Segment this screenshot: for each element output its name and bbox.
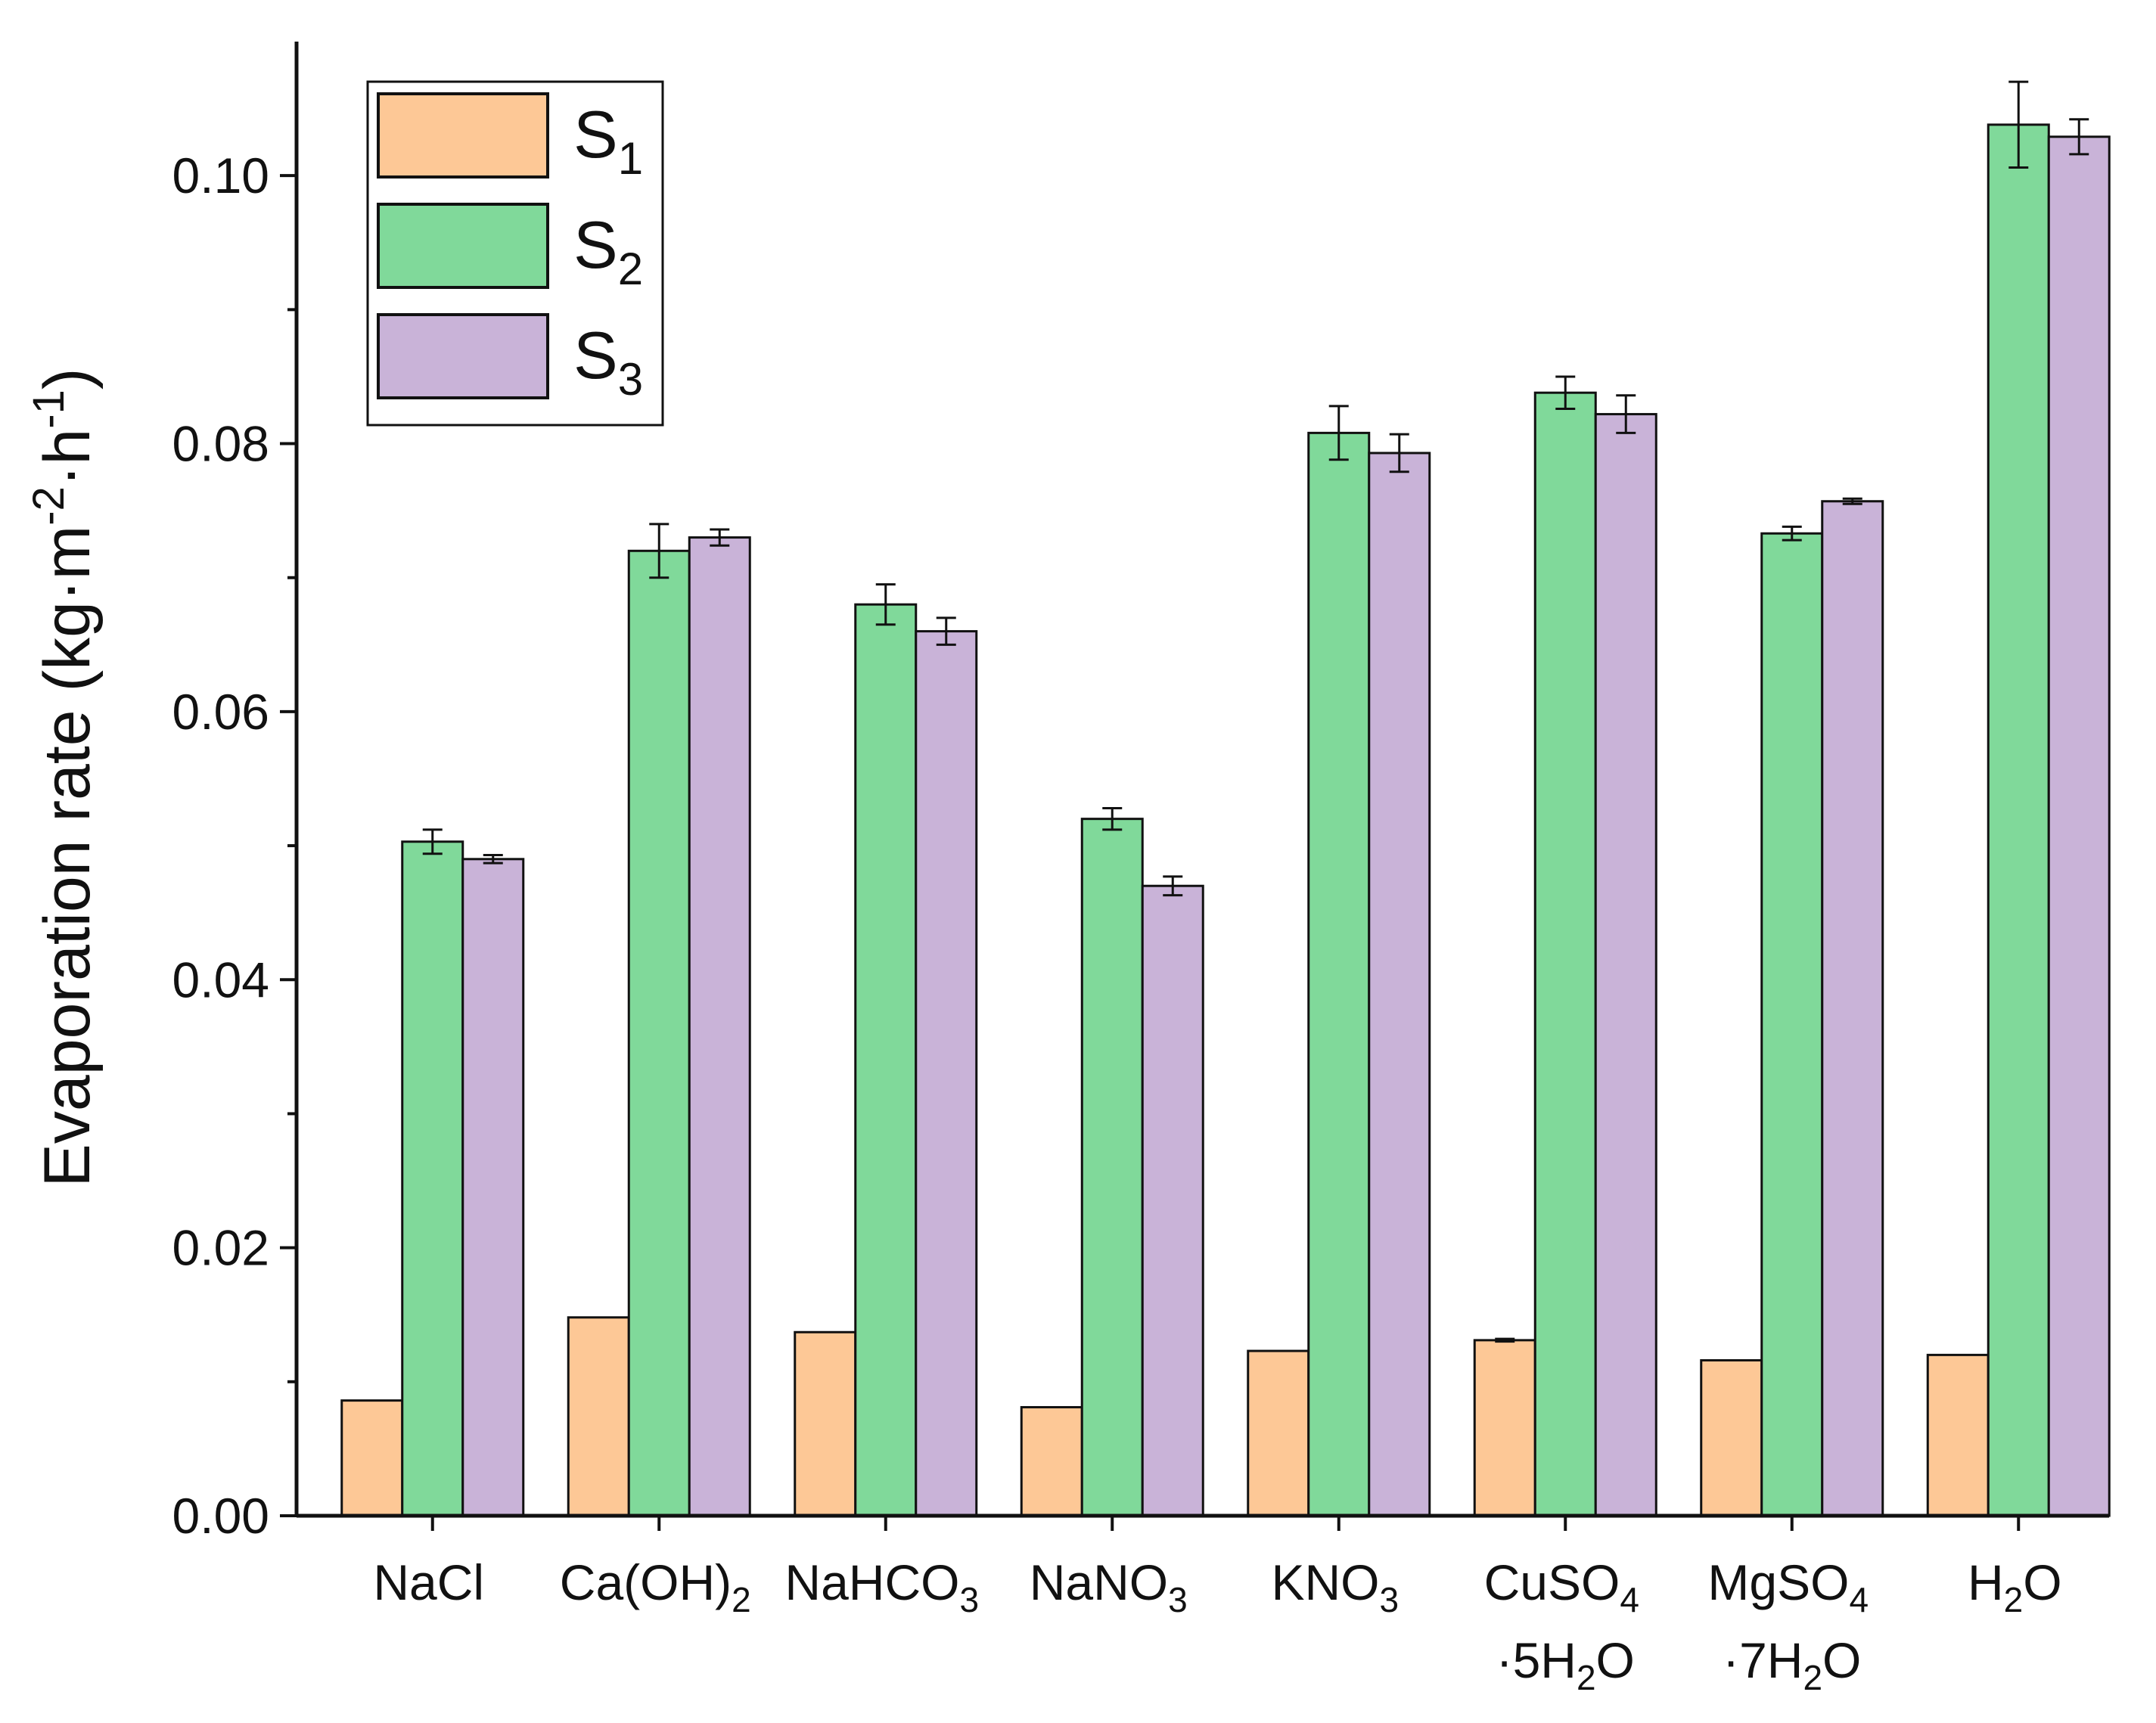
y-tick-label: 0.02 [172,1220,269,1276]
bar-s2-4 [1307,431,1371,1517]
bar-s3-2 [915,630,978,1517]
y-tick-label: 0.00 [172,1488,269,1544]
bar-s3-0 [461,858,525,1517]
bar-s1-2 [794,1330,857,1517]
y-tick-label: 0.10 [172,147,269,203]
legend-label-s1: S1 [573,97,643,184]
x-tick-label-2: NaHCO3 [784,1554,979,1619]
x-tick-label-line2-5: ·5H2O [1496,1632,1635,1697]
bar-s2-0 [401,840,464,1517]
x-tick-label-0: NaCl [373,1554,484,1610]
y-tick-label: 0.08 [172,416,269,472]
bar-s2-5 [1533,391,1597,1517]
legend: S1 S2 S3 [366,80,664,427]
bar-s3-3 [1141,884,1204,1517]
bar-s1-7 [1926,1353,1990,1517]
y-tick-label: 0.04 [172,952,269,1007]
bar-s2-6 [1760,532,1824,1517]
legend-swatch-s2 [377,203,549,289]
axes-layer: 0.00 0.02 0.04 0.06 0.08 0.10 NaCl Ca(OH)2 NaHCO… [24,42,2109,1697]
bar-s1-4 [1247,1349,1310,1517]
bar-s2-7 [1987,123,2050,1517]
bar-s2-2 [854,603,918,1517]
bar-s3-4 [1368,452,1431,1517]
x-tick-label-5: CuSO4 [1484,1554,1639,1619]
bar-s3-5 [1594,413,1657,1517]
x-tick-label-7: H2O [1968,1554,2062,1619]
bar-s2-1 [627,549,691,1517]
bars-layer [340,80,2111,1517]
x-tick-label-6: MgSO4 [1707,1554,1869,1619]
bar-s1-6 [1700,1358,1763,1517]
bar-s1-1 [567,1316,630,1517]
legend-label-s3: S3 [573,318,643,405]
bar-s1-0 [340,1399,404,1517]
bar-s3-1 [688,536,751,1517]
bar-s3-7 [2047,135,2111,1517]
x-tick-label-1: Ca(OH)2 [560,1554,751,1619]
y-tick-label: 0.06 [172,684,269,740]
bar-s1-5 [1473,1339,1536,1517]
legend-swatch-s1 [377,92,549,179]
bar-s2-3 [1080,818,1144,1517]
bar-s1-3 [1020,1405,1083,1517]
y-axis-title: Evaporation rate (kg·m-2·h-1) [24,368,104,1187]
x-tick-label-line2-6: ·7H2O [1723,1632,1861,1697]
x-tick-label-4: KNO3 [1271,1554,1399,1619]
legend-label-s2: S2 [573,207,643,294]
legend-swatch-s3 [377,313,549,399]
bar-s3-6 [1821,500,1884,1517]
x-tick-label-3: NaNO3 [1030,1554,1188,1619]
